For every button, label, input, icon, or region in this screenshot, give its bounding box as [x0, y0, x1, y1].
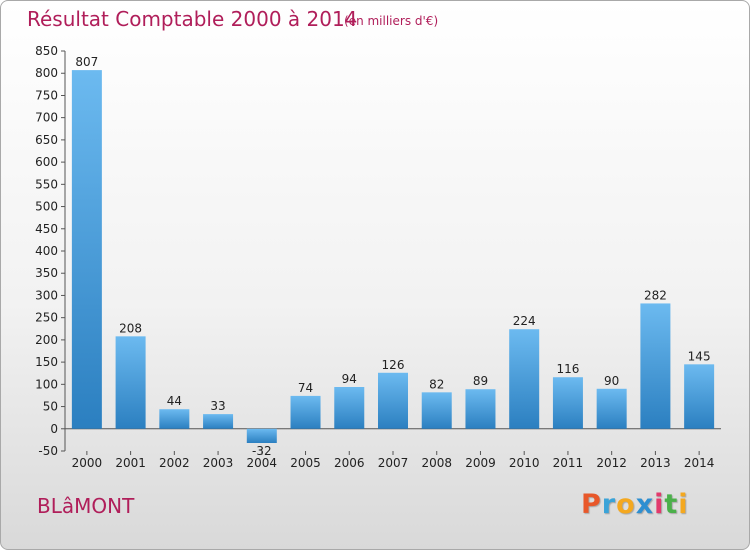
- bar: [596, 388, 627, 429]
- bar-value-label: 208: [119, 321, 142, 335]
- x-tick-label: 2005: [290, 456, 321, 470]
- bar: [465, 389, 496, 429]
- logo-letter: i: [678, 489, 689, 520]
- bar-value-label: 33: [210, 399, 225, 413]
- bar-value-label: 82: [429, 377, 444, 391]
- y-tick-label: -50: [38, 444, 58, 458]
- y-tick-label: 0: [50, 422, 58, 436]
- bar-value-label: 282: [644, 288, 667, 302]
- bar-value-label: 44: [167, 394, 182, 408]
- x-tick-label: 2011: [553, 456, 584, 470]
- bar: [509, 329, 540, 429]
- bar: [640, 303, 671, 429]
- y-tick-label: 550: [35, 177, 58, 191]
- bar: [378, 372, 408, 429]
- x-tick-label: 2012: [596, 456, 627, 470]
- x-tick-label: 2006: [334, 456, 365, 470]
- logo-letter: i: [654, 489, 665, 520]
- x-tick-label: 2003: [203, 456, 234, 470]
- bar-value-label: 89: [473, 374, 488, 388]
- bar: [334, 387, 365, 429]
- x-tick-label: 2009: [465, 456, 496, 470]
- logo-letter: P: [581, 489, 602, 520]
- logo-letter: t: [664, 489, 679, 520]
- bar: [203, 414, 234, 429]
- x-tick-label: 2014: [684, 456, 715, 470]
- chart-title: Résultat Comptable 2000 à 2014: [27, 7, 358, 31]
- x-tick-label: 2000: [72, 456, 103, 470]
- y-tick-label: 100: [35, 377, 58, 391]
- bar: [421, 392, 452, 429]
- logo-letter: o: [616, 489, 636, 520]
- y-tick-label: 600: [35, 155, 58, 169]
- bar: [290, 395, 321, 429]
- y-tick-label: 300: [35, 288, 58, 302]
- bar: [246, 428, 277, 443]
- bar-value-label: 116: [556, 362, 579, 376]
- y-tick-label: 450: [35, 222, 58, 236]
- y-tick-label: 650: [35, 133, 58, 147]
- y-tick-label: 200: [35, 333, 58, 347]
- proxiti-logo: Proxiti: [581, 489, 689, 520]
- bar-value-label: 224: [513, 314, 536, 328]
- town-name: BLâMONT: [37, 494, 135, 518]
- x-tick-label: 2004: [247, 456, 278, 470]
- x-tick-label: 2008: [421, 456, 452, 470]
- bar: [159, 409, 190, 429]
- bar-value-label: 126: [382, 358, 405, 372]
- x-tick-label: 2001: [115, 456, 146, 470]
- y-tick-label: 50: [43, 400, 58, 414]
- bar-value-label: 145: [688, 349, 711, 363]
- bar: [115, 336, 146, 429]
- y-tick-label: 250: [35, 311, 58, 325]
- x-tick-label: 2013: [640, 456, 671, 470]
- chart-subtitle: (en milliers d'€): [344, 14, 439, 28]
- bar-value-label: 90: [604, 374, 619, 388]
- y-tick-label: 800: [35, 66, 58, 80]
- bar-value-label: 807: [75, 55, 98, 69]
- y-tick-label: 400: [35, 244, 58, 258]
- x-tick-label: 2010: [509, 456, 540, 470]
- bar: [684, 364, 715, 429]
- y-tick-label: 350: [35, 266, 58, 280]
- logo-letter: x: [635, 489, 655, 520]
- x-tick-label: 2002: [159, 456, 190, 470]
- x-tick-label: 2007: [378, 456, 409, 470]
- bar-value-label: 74: [298, 381, 313, 395]
- y-tick-label: 700: [35, 111, 58, 125]
- y-tick-label: 150: [35, 355, 58, 369]
- logo-letter: r: [601, 489, 617, 520]
- y-tick-label: 750: [35, 88, 58, 102]
- y-tick-label: 500: [35, 200, 58, 214]
- bar: [552, 377, 583, 429]
- bar: [71, 70, 102, 429]
- y-tick-label: 850: [35, 44, 58, 58]
- bar-value-label: 94: [342, 372, 357, 386]
